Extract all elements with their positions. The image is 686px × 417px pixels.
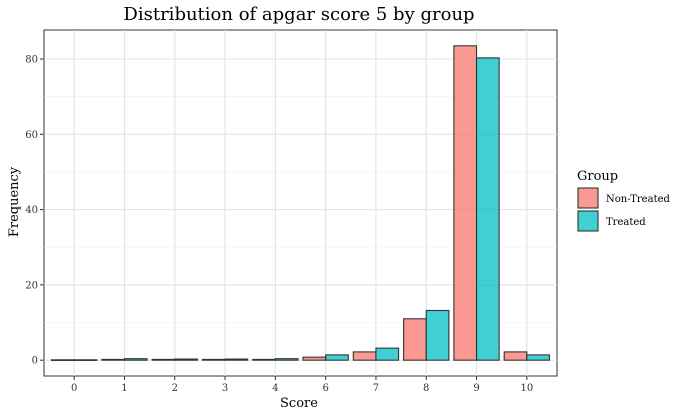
y-axis-title: Frequency bbox=[7, 166, 22, 237]
bar-treated-3 bbox=[224, 358, 249, 361]
x-tick-label: 0 bbox=[71, 383, 77, 394]
legend: Group Non-Treated Treated bbox=[577, 169, 671, 232]
bar-treated-2 bbox=[174, 358, 198, 361]
bar-non-treated-6 bbox=[302, 356, 327, 361]
bar-treated-0 bbox=[73, 359, 98, 361]
x-tick-label: 2 bbox=[172, 383, 178, 394]
y-tick-label: 80 bbox=[25, 54, 38, 65]
x-tick-label: 7 bbox=[373, 383, 379, 394]
y-tick-label: 0 bbox=[32, 356, 38, 367]
chart-title: Distribution of apgar score 5 by group bbox=[123, 4, 474, 25]
x-axis-title: Score bbox=[280, 396, 318, 411]
legend-key-treated bbox=[577, 210, 599, 232]
bar-non-treated-9 bbox=[453, 45, 478, 361]
x-tick-label: 3 bbox=[222, 383, 228, 394]
y-tick-label: 40 bbox=[25, 205, 38, 216]
bar-treated-10 bbox=[526, 354, 551, 361]
x-axis-ticks: 0 1 2 3 4 6 7 8 9 10 bbox=[71, 376, 533, 394]
x-tick-label: 8 bbox=[423, 383, 429, 394]
bar-treated-7 bbox=[375, 347, 400, 361]
legend-title: Group bbox=[577, 169, 618, 184]
bar-non-treated-8 bbox=[403, 318, 427, 361]
bar-treated-6 bbox=[325, 354, 349, 361]
legend-label: Treated bbox=[606, 217, 646, 228]
y-axis-ticks: 0 20 40 60 80 bbox=[25, 54, 44, 367]
bar-treated-4 bbox=[274, 358, 299, 361]
bar-non-treated-7 bbox=[352, 351, 377, 361]
bar-non-treated-10 bbox=[503, 351, 528, 361]
x-tick-label: 4 bbox=[272, 383, 278, 394]
x-tick-label: 1 bbox=[121, 383, 127, 394]
bar-treated-1 bbox=[123, 358, 148, 361]
legend-label: Non-Treated bbox=[606, 194, 671, 205]
bar-treated-9 bbox=[475, 57, 500, 361]
bar-non-treated-4 bbox=[252, 358, 276, 361]
legend-key-non-treated bbox=[577, 187, 599, 209]
bar-non-treated-3 bbox=[201, 358, 226, 361]
y-tick-label: 20 bbox=[25, 280, 38, 291]
x-tick-label: 10 bbox=[520, 383, 533, 394]
bar-non-treated-0 bbox=[50, 359, 75, 361]
bar-non-treated-2 bbox=[151, 358, 176, 361]
bars-group bbox=[50, 45, 551, 361]
y-tick-label: 60 bbox=[25, 130, 38, 141]
x-tick-label: 6 bbox=[322, 383, 328, 394]
bar-treated-8 bbox=[425, 309, 450, 361]
bar-non-treated-1 bbox=[101, 358, 126, 361]
x-tick-label: 9 bbox=[473, 383, 479, 394]
